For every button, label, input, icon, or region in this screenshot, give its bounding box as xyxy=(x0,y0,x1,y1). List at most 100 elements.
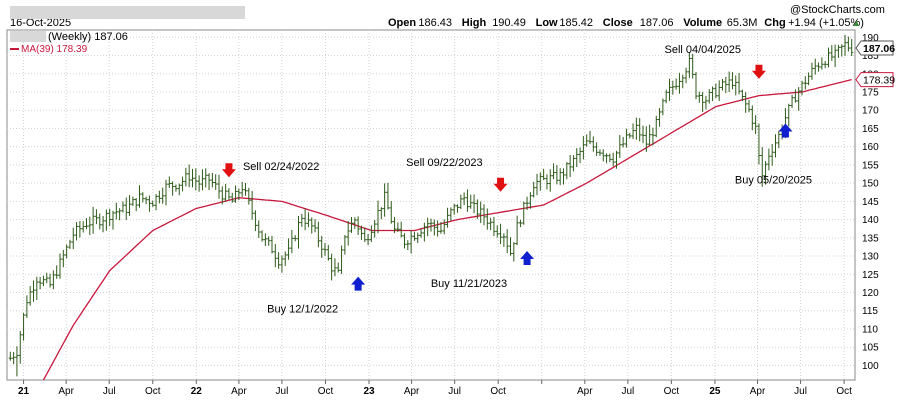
trend-indicator-icon: ▲ xyxy=(852,18,861,28)
ohlc-bar xyxy=(134,197,138,212)
ohlc-bar xyxy=(349,217,354,233)
ohlc-bar xyxy=(800,80,804,96)
last-ma-tag-text: 178.39 xyxy=(863,75,895,87)
last-value-tags: 178.39 187.06 xyxy=(855,40,895,88)
ohlc-bar xyxy=(694,72,698,100)
x-tick-label: Apr xyxy=(58,386,74,397)
legend-redacted-symbol xyxy=(10,31,46,42)
ohlc-bar xyxy=(65,244,69,259)
ohlc-bar xyxy=(588,130,592,145)
readout-label-high: High xyxy=(462,17,487,29)
ohlc-bar xyxy=(528,192,532,209)
ohlc-bar xyxy=(469,194,473,209)
ohlc-bar xyxy=(744,92,748,113)
ohlc-bar xyxy=(45,272,49,284)
grid-lines xyxy=(7,30,855,380)
ohlc-bar xyxy=(333,258,337,277)
chart-header: 16-Oct-2025 @StockCharts.com Open 186.43 H… xyxy=(10,4,885,29)
ohlc-bar xyxy=(591,136,595,152)
x-tick-label: Apr xyxy=(404,386,420,397)
ohlc-bar xyxy=(803,76,807,90)
ohlc-bar xyxy=(445,207,450,228)
ohlc-bar xyxy=(296,215,301,249)
ohlc-bar xyxy=(492,216,496,237)
ohlc-bar xyxy=(422,222,426,242)
ohlc-bar xyxy=(449,207,453,221)
ohlc-bar xyxy=(396,222,400,232)
ohlc-bar xyxy=(767,148,771,171)
ohlc-bar xyxy=(118,208,122,221)
ohlc-bar xyxy=(35,276,39,300)
last-price-tag-box xyxy=(855,40,894,56)
ohlc-bar xyxy=(608,153,612,163)
ohlc-bar xyxy=(512,242,516,262)
ohlc-bar xyxy=(386,182,390,210)
readout-value-volume: 65.3M xyxy=(727,17,758,29)
y-tick-label: 115 xyxy=(862,306,878,317)
ohlc-bar xyxy=(833,44,837,68)
ohlc-bar xyxy=(81,221,85,233)
x-tick-label: Jul xyxy=(448,386,461,397)
ohlc-bar xyxy=(55,265,59,279)
ohlc-bar xyxy=(137,185,142,208)
ohlc-bar xyxy=(277,252,281,269)
ohlc-bar xyxy=(161,187,165,204)
ohlc-bar xyxy=(797,87,801,111)
x-tick-label: 22 xyxy=(191,386,203,397)
ohlc-bar xyxy=(376,200,380,234)
ohlc-bar xyxy=(697,91,701,103)
ohlc-bar xyxy=(548,169,552,192)
ohlc-bar xyxy=(601,149,605,162)
ohlc-bar xyxy=(648,124,652,146)
ohlc-bar xyxy=(356,216,360,235)
sell-signal-label: Sell 02/24/2022 xyxy=(243,161,319,173)
y-tick-label: 100 xyxy=(862,361,879,372)
ohlc-bar xyxy=(94,209,99,225)
readout-label-chg: Chg xyxy=(764,17,785,29)
y-tick-label: 120 xyxy=(862,288,879,299)
ohlc-bar xyxy=(316,221,320,248)
x-tick-label: Oct xyxy=(318,386,334,397)
ohlc-bar xyxy=(184,167,188,187)
ohlc-bar xyxy=(432,219,436,236)
ohlc-bar xyxy=(28,286,32,306)
ohlc-bar xyxy=(220,186,224,205)
ohlc-bar xyxy=(303,208,307,231)
ohlc-bar xyxy=(273,243,277,268)
ohlc-bar xyxy=(568,154,572,177)
ohlc-bar xyxy=(542,168,546,181)
ohlc-bar xyxy=(465,189,470,212)
ohlc-bar xyxy=(111,210,115,230)
ohlc-bar xyxy=(717,80,721,102)
x-tick-label: Jul xyxy=(794,386,807,397)
x-tick-label: Jul xyxy=(103,386,116,397)
ohlc-bar xyxy=(121,201,125,213)
ohlc-bar xyxy=(677,72,682,94)
buy-signal-label: Buy 12/1/2022 xyxy=(267,304,338,316)
ohlc-bar xyxy=(8,351,12,361)
watermark: @StockCharts.com xyxy=(790,4,885,16)
ohlc-bar xyxy=(840,44,844,57)
ohlc-bar xyxy=(214,174,218,190)
buy-arrow-icon xyxy=(351,276,366,291)
ohlc-bar xyxy=(412,231,417,241)
ohlc-bar xyxy=(793,89,797,103)
ohlc-bar xyxy=(747,99,751,113)
ohlc-bar xyxy=(777,130,781,149)
ohlc-bar xyxy=(462,192,466,206)
ohlc-bar xyxy=(763,161,768,185)
buy-arrow-icon xyxy=(778,123,793,138)
ohlc-bar xyxy=(280,255,284,273)
ohlc-bar xyxy=(714,83,718,99)
ohlc-bar xyxy=(846,36,850,52)
ohlc-bar xyxy=(654,115,658,138)
ohlc-bar xyxy=(61,249,65,268)
readout-label-volume: Volume xyxy=(683,17,722,29)
ohlc-bar xyxy=(770,143,774,166)
x-tick-label: 23 xyxy=(363,386,375,397)
ohlc-bar xyxy=(330,253,334,281)
ohlc-bar xyxy=(459,194,463,210)
ohlc-bar xyxy=(628,132,632,139)
ohlc-bar xyxy=(194,168,198,191)
ohlc-bar xyxy=(71,227,75,250)
